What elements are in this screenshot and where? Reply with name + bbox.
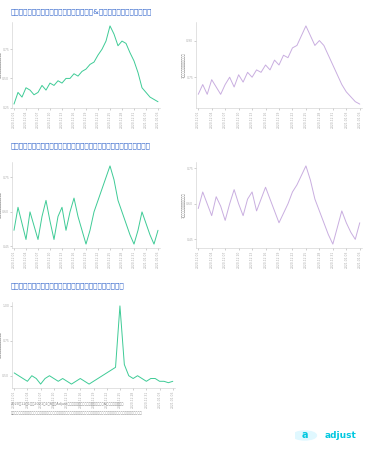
Text: フードデリバリーアプリ、音楽アプリのデータに基づきます。インストール数とセッション数は異なるスケールでプロットされています。: フードデリバリーアプリ、音楽アプリのデータに基づきます。インストール数とセッショ…	[11, 411, 143, 415]
Text: a: a	[302, 431, 308, 441]
Text: adjust: adjust	[324, 431, 356, 440]
Y-axis label: 1日あたりのセッション数: 1日あたりのセッション数	[181, 192, 185, 218]
Text: 2020年12月1日〜2021年1月6日にAdjustプラットフォームで計測されたフード&ドリンクアプリ、: 2020年12月1日〜2021年1月6日にAdjustプラットフォームで計測され…	[11, 402, 124, 406]
Text: グローバルにおける年末シーズンの音楽アプリの利用状況: グローバルにおける年末シーズンの音楽アプリの利用状況	[11, 282, 125, 288]
Text: グローバルにおける年末シーズンのフード&ドリンクアプリの利用状況: グローバルにおける年末シーズンのフード&ドリンクアプリの利用状況	[11, 8, 152, 14]
Text: グローバルにおける年末シーズンのフードデリバリーアプリの利用状況: グローバルにおける年末シーズンのフードデリバリーアプリの利用状況	[11, 142, 151, 148]
Circle shape	[293, 431, 316, 440]
Y-axis label: 1日あたりのインストール数: 1日あたりのインストール数	[0, 331, 1, 359]
Y-axis label: 1日あたりのセッション数: 1日あたりのセッション数	[181, 52, 185, 78]
Y-axis label: 1日あたりのインストール数: 1日あたりのインストール数	[0, 51, 1, 79]
Y-axis label: 1日あたりのインストール数: 1日あたりのインストール数	[0, 191, 1, 219]
